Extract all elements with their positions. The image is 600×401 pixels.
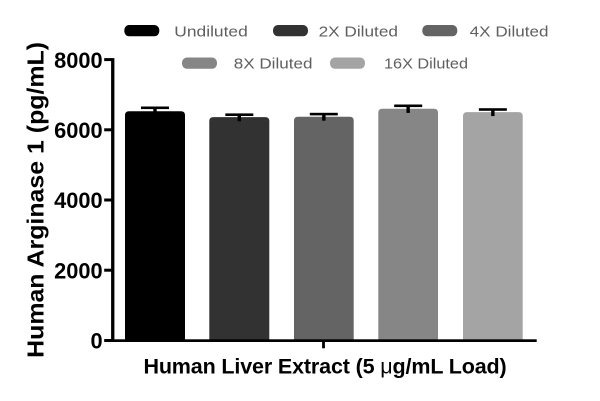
svg-text:2000: 2000 (54, 258, 103, 283)
svg-text:Undiluted: Undiluted (174, 23, 248, 40)
svg-text:8X Diluted: 8X Diluted (234, 55, 313, 72)
svg-text:6000: 6000 (54, 118, 103, 143)
svg-text:Human Liver Extract (5 μg/mL L: Human Liver Extract (5 μg/mL Load) (143, 355, 506, 379)
svg-text:4X Diluted: 4X Diluted (470, 23, 549, 40)
svg-text:Human Arginase 1 (pg/mL): Human Arginase 1 (pg/mL) (23, 42, 49, 358)
svg-text:2X Diluted: 2X Diluted (319, 23, 398, 40)
svg-text:4000: 4000 (54, 188, 103, 213)
svg-text:16X Diluted: 16X Diluted (384, 55, 468, 72)
svg-text:8000: 8000 (54, 48, 103, 73)
svg-text:0: 0 (90, 329, 102, 354)
